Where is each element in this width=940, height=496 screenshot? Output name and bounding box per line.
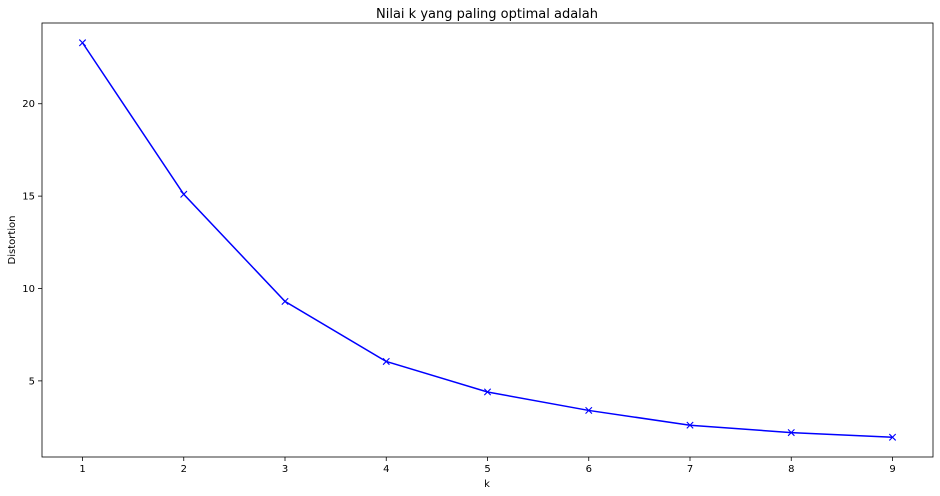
- data-point-marker: [382, 357, 390, 366]
- x-tick-label: 2: [181, 464, 187, 475]
- y-tick-label: 20: [22, 99, 35, 110]
- x-axis-ticks: 1 2 3 4 5 6 7 8 9: [79, 457, 896, 475]
- data-point-marker: [686, 421, 694, 429]
- x-axis-label: k: [484, 479, 490, 490]
- x-tick-label: 3: [282, 464, 288, 475]
- x-tick-label: 1: [79, 464, 85, 475]
- x-tick-label: 4: [383, 464, 389, 475]
- data-point-marker: [787, 429, 795, 437]
- y-tick-label: 15: [22, 192, 35, 203]
- y-tick-label: 5: [29, 376, 35, 387]
- y-tick-label: 10: [22, 284, 35, 295]
- data-point-marker: [483, 388, 492, 396]
- x-tick-label: 7: [687, 464, 693, 475]
- chart-title: Nilai k yang paling optimal adalah: [376, 7, 598, 22]
- data-point-marker: [281, 297, 289, 306]
- data-point-marker: [888, 433, 897, 441]
- data-point-marker: [78, 39, 87, 47]
- series-layer: [78, 39, 897, 441]
- y-axis-ticks: 5 10 15 20: [22, 99, 42, 387]
- x-tick-label: 8: [788, 464, 794, 475]
- x-tick-label: 9: [889, 464, 895, 475]
- plot-area: 1 2 3 4 5 6 7 8 9 5 10 15 20: [22, 22, 934, 475]
- data-point-marker: [180, 190, 188, 198]
- data-point-marker: [585, 406, 593, 415]
- y-axis-label: Distortion: [7, 216, 18, 265]
- x-tick-label: 6: [586, 464, 592, 475]
- x-tick-label: 5: [484, 464, 490, 475]
- axes-frame: [41, 22, 934, 458]
